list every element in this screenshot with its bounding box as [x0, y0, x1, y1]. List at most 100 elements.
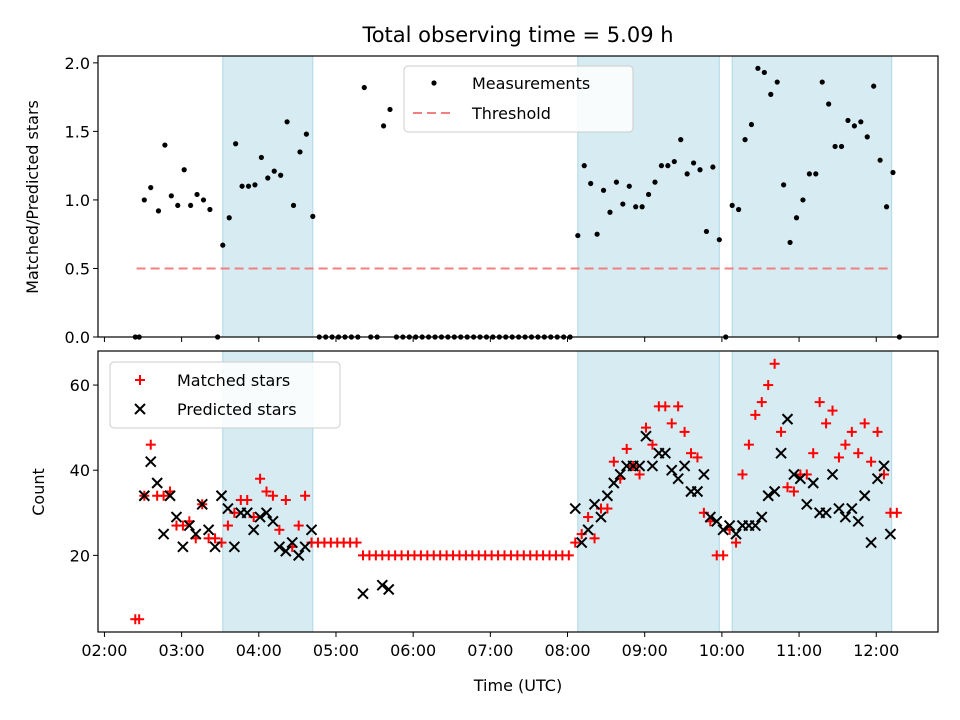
- xtick-label: 05:00: [313, 641, 359, 660]
- measurement-point: [278, 172, 284, 178]
- measurement-point: [645, 191, 652, 198]
- measurement-point: [239, 183, 245, 189]
- matched-star-point: [602, 503, 613, 514]
- predicted-star-point: [633, 460, 646, 472]
- predicted-star-point: [884, 528, 897, 540]
- predicted-star-point: [575, 536, 588, 549]
- predicted-star-point: [858, 490, 871, 502]
- bottom-shaded-interval: [577, 350, 720, 633]
- measurement-point: [710, 164, 716, 170]
- chart-title: Total observing time = 5.09 h: [361, 23, 673, 47]
- matched-star-point: [145, 439, 156, 450]
- matched-star-point: [608, 456, 619, 467]
- matched-star-point: [763, 380, 774, 391]
- matched-star-point: [679, 426, 690, 437]
- predicted-star-point: [260, 507, 273, 519]
- matched-star-point: [692, 452, 703, 463]
- predicted-star-point: [280, 545, 292, 557]
- bottom-legend: Matched stars Predicted stars: [109, 361, 341, 429]
- measurement-point: [155, 208, 162, 214]
- measurement-point: [684, 171, 690, 177]
- matched-star-point: [756, 397, 767, 408]
- predicted-star-point: [601, 490, 614, 502]
- measurement-point: [748, 121, 755, 128]
- predicted-star-point: [228, 541, 241, 553]
- matched-star-point: [589, 533, 600, 544]
- legend-measurements-marker: [431, 80, 437, 86]
- matched-star-point: [242, 495, 253, 506]
- measurement-point: [838, 143, 845, 150]
- predicted-star-point: [865, 536, 877, 549]
- predicted-star-point: [305, 524, 318, 536]
- predicted-star-point: [646, 460, 659, 472]
- measurement-point: [858, 119, 864, 125]
- measurement-point: [806, 171, 812, 177]
- predicted-star-point: [247, 524, 260, 536]
- predicted-star-point: [608, 477, 620, 489]
- measurement-point: [781, 182, 787, 188]
- matched-star-point: [731, 537, 742, 548]
- matched-star-point: [255, 473, 266, 484]
- predicted-star-point: [640, 430, 652, 442]
- predicted-star-point: [222, 502, 234, 515]
- predicted-star-point: [807, 477, 819, 489]
- legend-predicted-marker: [134, 403, 146, 415]
- matched-star-point: [222, 520, 233, 531]
- predicted-star-point: [723, 519, 736, 532]
- measurement-point: [774, 79, 780, 85]
- measurement-point: [200, 197, 207, 203]
- measurement-point: [883, 204, 890, 210]
- predicted-star-point: [730, 528, 742, 540]
- matched-star-point: [840, 439, 851, 450]
- predicted-star-point: [241, 507, 253, 519]
- predicted-star-point: [196, 498, 208, 510]
- measurement-point: [639, 204, 645, 210]
- top-ytick-label: 1.0: [65, 191, 90, 210]
- matched-star-point: [782, 482, 793, 493]
- measurement-point: [607, 209, 613, 215]
- predicted-star-point: [846, 502, 858, 515]
- bottom-panel: 20 40 60 02:00 03:00 04:00 05:00 06:00 07:00 08:0…: [70, 350, 939, 660]
- predicted-star-point: [376, 579, 388, 591]
- predicted-star-point: [826, 468, 839, 481]
- predicted-star-point: [177, 541, 189, 553]
- xtick-label: 12:00: [853, 641, 899, 660]
- matched-star-point: [737, 469, 748, 480]
- top-ytick-label: 2.0: [65, 54, 90, 73]
- xtick-label: 03:00: [159, 641, 205, 660]
- matched-star-point: [821, 418, 832, 429]
- predicted-star-point: [614, 468, 626, 481]
- predicted-star-point: [569, 502, 581, 515]
- xtick-label: 09:00: [622, 641, 668, 660]
- xtick-label: 02:00: [81, 641, 127, 660]
- measurement-point: [387, 106, 393, 113]
- matched-star-point: [853, 448, 864, 459]
- top-panel: 0.0 0.5 1.0 1.5 2.0 Measurements Threshold: [65, 54, 939, 347]
- measurement-point: [871, 83, 877, 89]
- top-legend: Measurements Threshold: [403, 65, 634, 133]
- matched-star-point: [750, 409, 761, 420]
- measurement-point: [671, 158, 677, 165]
- measurement-point: [877, 157, 883, 163]
- predicted-star-point: [768, 485, 781, 498]
- measurement-point: [220, 242, 226, 248]
- measurement-point: [575, 232, 581, 239]
- measurement-point: [832, 143, 838, 150]
- predicted-star-point: [209, 541, 221, 553]
- predicted-star-point: [190, 528, 202, 540]
- predicted-star-point: [595, 511, 607, 523]
- matched-star-point: [872, 426, 883, 437]
- matched-star-point: [866, 456, 877, 467]
- measurement-point: [819, 79, 825, 85]
- matched-star-point: [293, 520, 304, 531]
- top-ytick-label: 0.5: [65, 259, 90, 278]
- measurement-point: [168, 193, 174, 199]
- predicted-star-point: [215, 490, 228, 502]
- measurement-point: [252, 182, 258, 188]
- xtick-label: 04:00: [236, 641, 282, 660]
- matched-star-point: [300, 490, 311, 501]
- measurement-point: [141, 197, 147, 203]
- measurement-point: [800, 197, 806, 203]
- predicted-star-point: [833, 502, 845, 515]
- matched-star-point: [788, 486, 799, 497]
